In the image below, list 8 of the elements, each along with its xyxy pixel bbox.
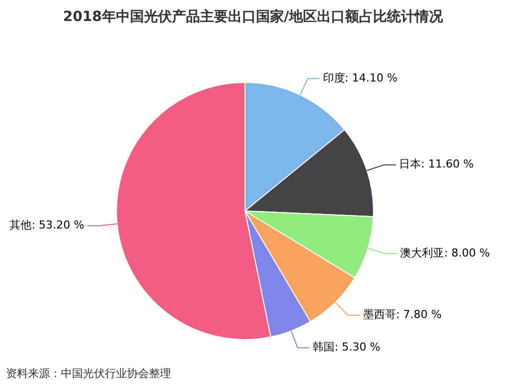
slice-label: 印度: 14.10 %: [322, 72, 398, 84]
slice-label: 澳大利亚: 8.00 %: [400, 246, 490, 260]
text: 资料来源：中国光伏行业协会整理: [6, 366, 171, 381]
chart-title: 2018年中国光伏产品主要出口国家/地区出口额占比统计情况: [62, 8, 444, 26]
slice-label: 墨西哥: 7.80 %: [362, 308, 442, 322]
slice-label: 日本: 11.60 %: [399, 158, 474, 171]
slice-label: 韩国: 5.30 %: [312, 340, 380, 354]
slice-label: 其他: 53.20 %: [10, 218, 84, 232]
